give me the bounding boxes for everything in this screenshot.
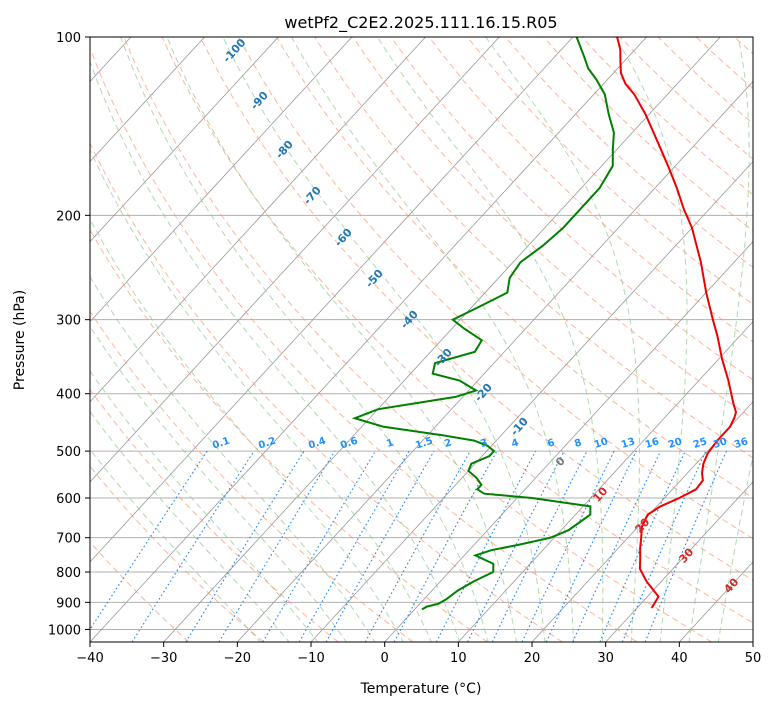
x-tick-label: −10 [297, 651, 324, 666]
x-tick-label: −30 [150, 651, 177, 666]
y-tick-label: 300 [56, 314, 81, 329]
y-tick-label: 1000 [48, 623, 81, 638]
y-tick-label: 100 [56, 31, 81, 46]
x-tick-label: −20 [224, 651, 251, 666]
x-tick-label: 50 [745, 651, 762, 666]
y-tick-label: 600 [56, 492, 81, 507]
x-tick-label: 0 [381, 651, 389, 666]
y-tick-label: 700 [56, 532, 81, 547]
y-tick-label: 200 [56, 209, 81, 224]
x-tick-label: 30 [597, 651, 614, 666]
chart-title: wetPf2_C2E2.2025.111.16.15.R05 [284, 13, 557, 33]
x-tick-label: −40 [76, 651, 103, 666]
x-tick-label: 40 [671, 651, 688, 666]
y-tick-label: 400 [56, 388, 81, 403]
y-axis-label: Pressure (hPa) [12, 290, 28, 390]
y-tick-label: 900 [56, 596, 81, 611]
x-axis-label: Temperature (°C) [360, 681, 482, 697]
y-tick-label: 800 [56, 566, 81, 581]
x-tick-label: 10 [450, 651, 467, 666]
x-tick-label: 20 [524, 651, 541, 666]
y-tick-label: 500 [56, 445, 81, 460]
